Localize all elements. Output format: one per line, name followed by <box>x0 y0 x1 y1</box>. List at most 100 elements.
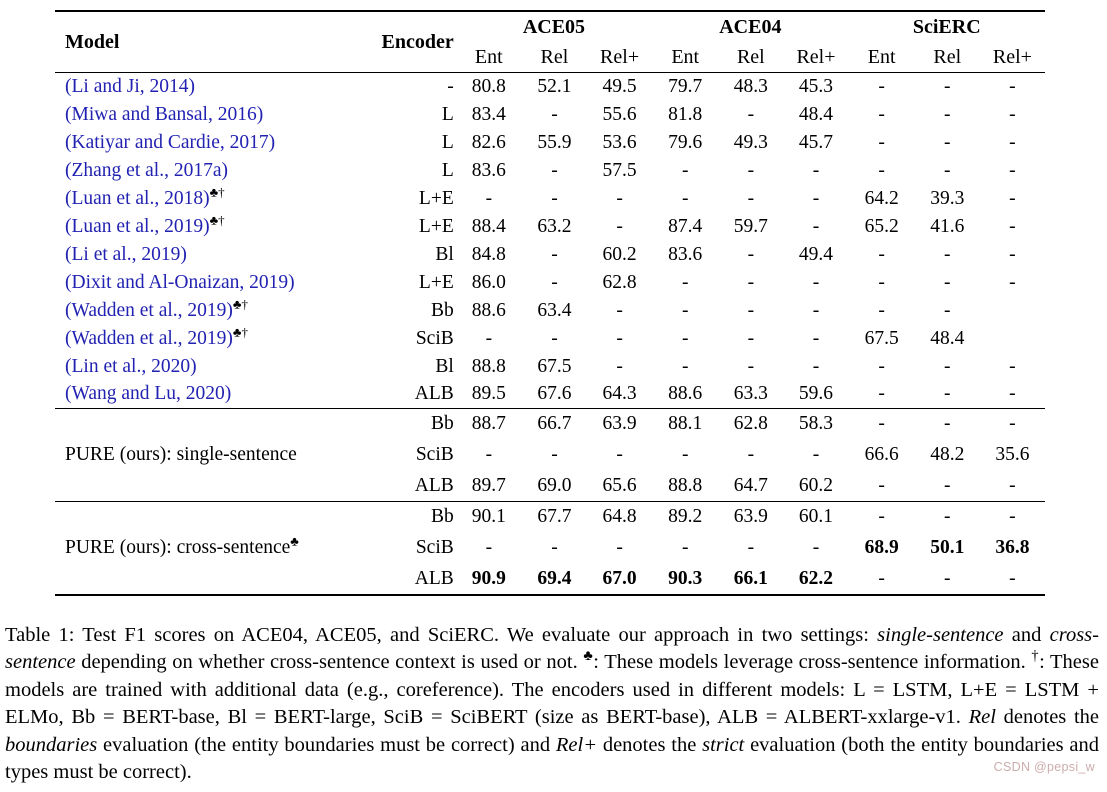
score-cell: 87.4 <box>668 215 703 237</box>
encoder-cell: L+E <box>418 215 454 237</box>
citation-link[interactable]: (Wadden et al., 2019) <box>65 327 233 349</box>
citation-link[interactable]: (Luan et al., 2018) <box>65 187 210 209</box>
club-icon: ♣ <box>290 533 299 549</box>
table-row: (Wadden et al., 2019)♣† SciB - - - - - - 67.5 48.… <box>55 325 1045 353</box>
col-group-ace04: ACE04 <box>719 15 782 38</box>
col-group-scierc: SciERC <box>912 15 981 38</box>
encoder-cell: ALB <box>414 567 454 589</box>
score-cell: - <box>681 271 689 293</box>
caption-text: denotes the <box>597 733 703 756</box>
score-cell: 66.7 <box>537 413 572 435</box>
encoder-cell: SciB <box>415 444 454 465</box>
model-cell: (Zhang et al., 2017a) <box>55 157 368 185</box>
score-cell: 90.9 <box>471 567 506 589</box>
caption-symbol: ♣ <box>583 648 594 665</box>
citation-link[interactable]: (Li and Ji, 2014) <box>65 75 195 97</box>
score-cell: - <box>812 187 820 209</box>
citation-link[interactable]: (Luan et al., 2019) <box>65 215 210 237</box>
table-row: (Miwa and Bansal, 2016) L 83.4 - 55.6 81.8 - 48… <box>55 101 1045 129</box>
score-cell: 52.1 <box>537 75 572 97</box>
score-cell: - <box>551 327 558 349</box>
score-cell: - <box>878 103 885 125</box>
citation-link[interactable]: (Wadden et al., 2019) <box>65 299 233 321</box>
score-cell: - <box>616 327 623 349</box>
score-cell: 64.8 <box>602 506 637 528</box>
caption-text: : These models are trained with addition… <box>5 651 1099 729</box>
citation-link[interactable]: (Miwa and Bansal, 2016) <box>65 103 264 125</box>
citation-link[interactable]: (Lin et al., 2020) <box>65 355 197 377</box>
caption-symbol: † <box>1031 648 1040 665</box>
col-subheader-rel: Rel <box>933 45 962 68</box>
score-cell: 48.4 <box>798 103 834 125</box>
results-table: Model Encoder ACE05 ACE04 SciERC Ent Rel… <box>55 10 1045 596</box>
score-cell: 67.5 <box>537 355 572 377</box>
score-cell: 64.7 <box>733 474 768 496</box>
score-cell: - <box>616 215 623 237</box>
score-cell: - <box>1009 159 1016 181</box>
col-subheader-ent: Ent <box>671 45 700 68</box>
score-cell: - <box>681 537 689 558</box>
table-row: (Li and Ji, 2014) -80.8 52.1 49.5 79.7 48.3 45… <box>55 73 1045 101</box>
table-row: SciB - - - - - - 68.9 50.1 36.8 <box>55 533 1045 564</box>
score-cell: 90.3 <box>668 567 703 589</box>
score-cell: 58.3 <box>798 413 834 435</box>
score-cell: - <box>1009 474 1016 496</box>
score-cell: - <box>878 159 885 181</box>
score-cell: - <box>944 506 951 528</box>
caption-text: evaluation (both the entity boundaries a… <box>5 733 1099 784</box>
score-cell: - <box>485 327 493 349</box>
citation-link[interactable]: (Katiyar and Cardie, 2017) <box>65 131 276 153</box>
score-cell: - <box>1009 243 1016 265</box>
encoder-cell: Bb <box>430 506 454 528</box>
score-cell: - <box>681 299 689 321</box>
score-cell: - <box>747 103 755 125</box>
model-cell: (Li et al., 2019) <box>55 241 368 269</box>
citation-link[interactable]: (Wang and Lu, 2020) <box>65 383 232 405</box>
score-cell: - <box>681 187 689 209</box>
encoder-cell: - <box>447 75 454 97</box>
score-cell: - <box>616 299 623 321</box>
score-cell: 45.7 <box>798 131 834 153</box>
model-group-label: PURE (ours): cross-sentence♣ <box>65 533 299 558</box>
score-cell: 65.2 <box>864 215 899 237</box>
citation-link[interactable]: (Zhang et al., 2017a) <box>65 159 228 181</box>
score-cell: 69.4 <box>537 567 572 589</box>
table-row: PURE (ours): single-sentence Bb 88.7 66.7 63… <box>55 409 1045 465</box>
score-cell: - <box>551 243 558 265</box>
caption-text: and <box>1003 624 1050 646</box>
model-cell: (Dixit and Al-Onaizan, 2019) <box>55 269 368 297</box>
caption-text: evaluation (the entity boundaries must b… <box>97 733 556 756</box>
score-cell: - <box>1009 506 1016 528</box>
score-cell: - <box>878 355 885 377</box>
score-cell: - <box>944 299 951 321</box>
model-group-label: PURE (ours): single-sentence <box>65 444 297 465</box>
encoder-cell: Bl <box>435 355 454 377</box>
score-cell: - <box>944 383 951 405</box>
col-subheader-relp: Rel+ <box>796 45 836 68</box>
model-cell: (Lin et al., 2020) <box>55 353 368 381</box>
score-cell: - <box>681 444 689 465</box>
score-cell: - <box>1009 215 1016 237</box>
score-cell: - <box>681 355 689 377</box>
score-cell: - <box>747 271 755 293</box>
score-cell: 79.7 <box>668 75 703 97</box>
score-cell: - <box>812 299 820 321</box>
score-cell: 80.8 <box>471 75 506 97</box>
score-cell: 69.0 <box>537 474 572 496</box>
watermark: CSDN @pepsi_w <box>993 760 1095 774</box>
score-cell: 83.6 <box>668 243 703 265</box>
score-cell: - <box>747 537 755 558</box>
citation-link[interactable]: (Dixit and Al-Onaizan, 2019) <box>65 271 295 293</box>
score-cell: - <box>1009 75 1016 97</box>
caption-text: denotes the <box>995 706 1100 729</box>
score-cell: 81.8 <box>668 103 703 125</box>
score-cell: - <box>878 474 885 496</box>
citation-link[interactable]: (Li et al., 2019) <box>65 243 187 265</box>
score-cell: 45.3 <box>798 75 834 97</box>
score-cell: - <box>812 444 820 465</box>
score-cell: 82.6 <box>471 131 506 153</box>
score-cell: 49.4 <box>798 243 834 265</box>
caption-text: Table 1: Test F1 scores on ACE04, ACE05,… <box>5 624 878 646</box>
score-cell: 62.8 <box>602 271 637 293</box>
score-cell: - <box>1009 187 1016 209</box>
